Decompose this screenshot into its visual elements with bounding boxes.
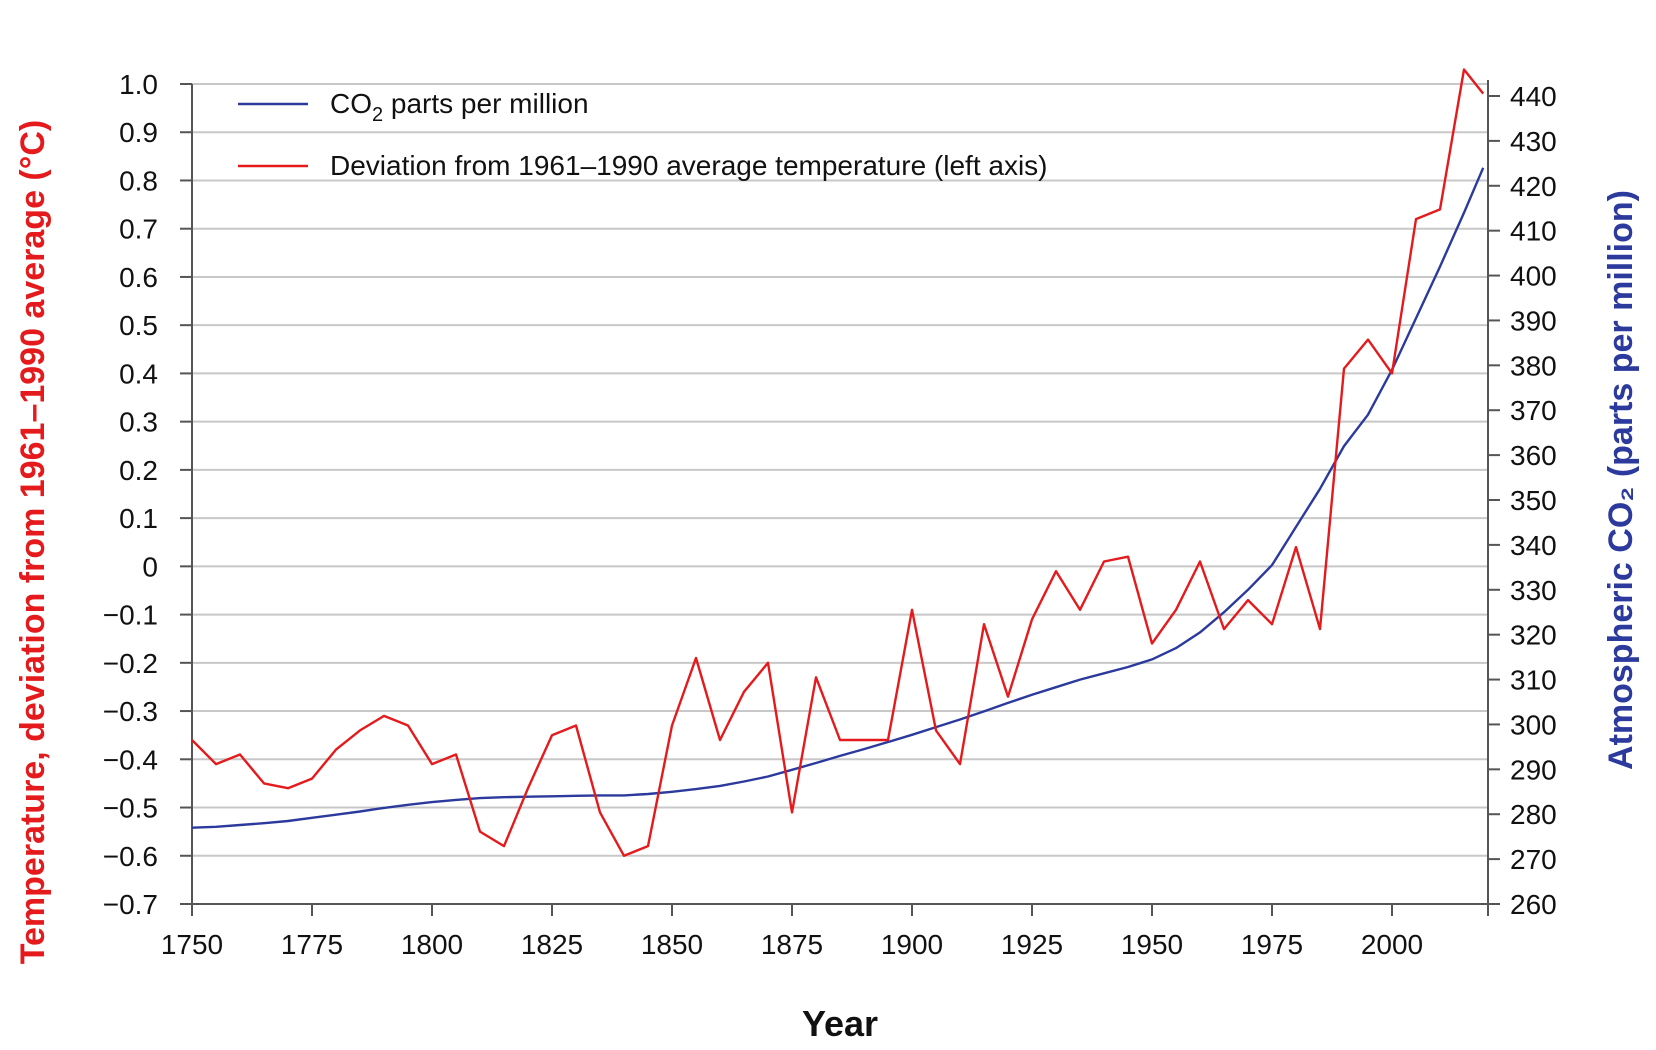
series-lines <box>191 68 1485 857</box>
x-tick-label: 1800 <box>401 929 463 960</box>
left-tick-label: 0.4 <box>119 358 158 389</box>
left-tick-label: −0.3 <box>103 696 158 727</box>
left-tick-label: 0.5 <box>119 310 158 341</box>
right-tick-label: 360 <box>1510 440 1557 471</box>
x-tick-label: 2000 <box>1361 929 1423 960</box>
co2-line <box>191 167 1485 829</box>
left-tick-label: 0.3 <box>119 407 158 438</box>
left-tick-label: 0.6 <box>119 262 158 293</box>
left-tick-label: 0.8 <box>119 165 158 196</box>
x-tick-label: 1775 <box>281 929 343 960</box>
right-tick-label: 310 <box>1510 665 1557 696</box>
x-tick-label: 1850 <box>641 929 703 960</box>
right-tick-label: 380 <box>1510 350 1557 381</box>
right-tick-label: 350 <box>1510 485 1557 516</box>
grid-lines <box>192 83 1488 905</box>
left-tick-label: 0.9 <box>119 117 158 148</box>
left-tick-label: −0.7 <box>103 889 158 920</box>
axis-titles: Year Temperature, deviation from 1961–19… <box>14 120 1640 1044</box>
left-tick-label: 0 <box>142 551 158 582</box>
right-tick-label: 390 <box>1510 305 1557 336</box>
axes: 1.0 0.9 0.8 0.7 0.6 0.5 0.4 0.3 0.2 0.1 0 −0.1 −0.2 −… <box>103 69 1557 960</box>
x-tick-label: 1925 <box>1001 929 1063 960</box>
right-tick-label: 430 <box>1510 126 1557 157</box>
left-tick-label: 1.0 <box>119 69 158 100</box>
right-tick-label: 410 <box>1510 216 1557 247</box>
right-y-axis-title: Atmospheric CO₂ (parts per million) <box>1602 190 1640 770</box>
x-tick-label: 1825 <box>521 929 583 960</box>
right-tick-label: 280 <box>1510 799 1557 830</box>
right-tick-label: 320 <box>1510 620 1557 651</box>
right-tick-label: 290 <box>1510 754 1557 785</box>
left-tick-label: −0.5 <box>103 793 158 824</box>
left-tick-label: 0.2 <box>119 455 158 486</box>
left-tick-label: −0.1 <box>103 600 158 631</box>
x-tick-label: 1900 <box>881 929 943 960</box>
left-tick-label: −0.4 <box>103 744 158 775</box>
x-tick-label: 1950 <box>1121 929 1183 960</box>
right-tick-label: 260 <box>1510 889 1557 920</box>
left-tick-label: −0.2 <box>103 648 158 679</box>
x-tick-label: 1975 <box>1241 929 1303 960</box>
right-tick-label: 270 <box>1510 844 1557 875</box>
left-y-axis-title: Temperature, deviation from 1961–1990 av… <box>14 120 52 964</box>
right-tick-label: 340 <box>1510 530 1557 561</box>
temperature-deviation-line <box>191 68 1485 857</box>
x-tick-label: 1750 <box>161 929 223 960</box>
right-tick-label: 370 <box>1510 395 1557 426</box>
x-axis-title: Year <box>802 1003 878 1044</box>
left-tick-label: −0.6 <box>103 841 158 872</box>
legend-label-co2: CO2 parts per million <box>330 88 589 126</box>
left-tick-label: 0.1 <box>119 503 158 534</box>
x-tick-label: 1875 <box>761 929 823 960</box>
right-tick-label: 400 <box>1510 261 1557 292</box>
legend: CO2 parts per million Deviation from 1961… <box>238 88 1048 181</box>
left-tick-label: 0.7 <box>119 214 158 245</box>
right-tick-label: 420 <box>1510 171 1557 202</box>
right-tick-label: 330 <box>1510 575 1557 606</box>
legend-label-temperature: Deviation from 1961–1990 average tempera… <box>330 150 1048 181</box>
right-tick-label: 300 <box>1510 709 1557 740</box>
right-tick-label: 440 <box>1510 81 1557 112</box>
